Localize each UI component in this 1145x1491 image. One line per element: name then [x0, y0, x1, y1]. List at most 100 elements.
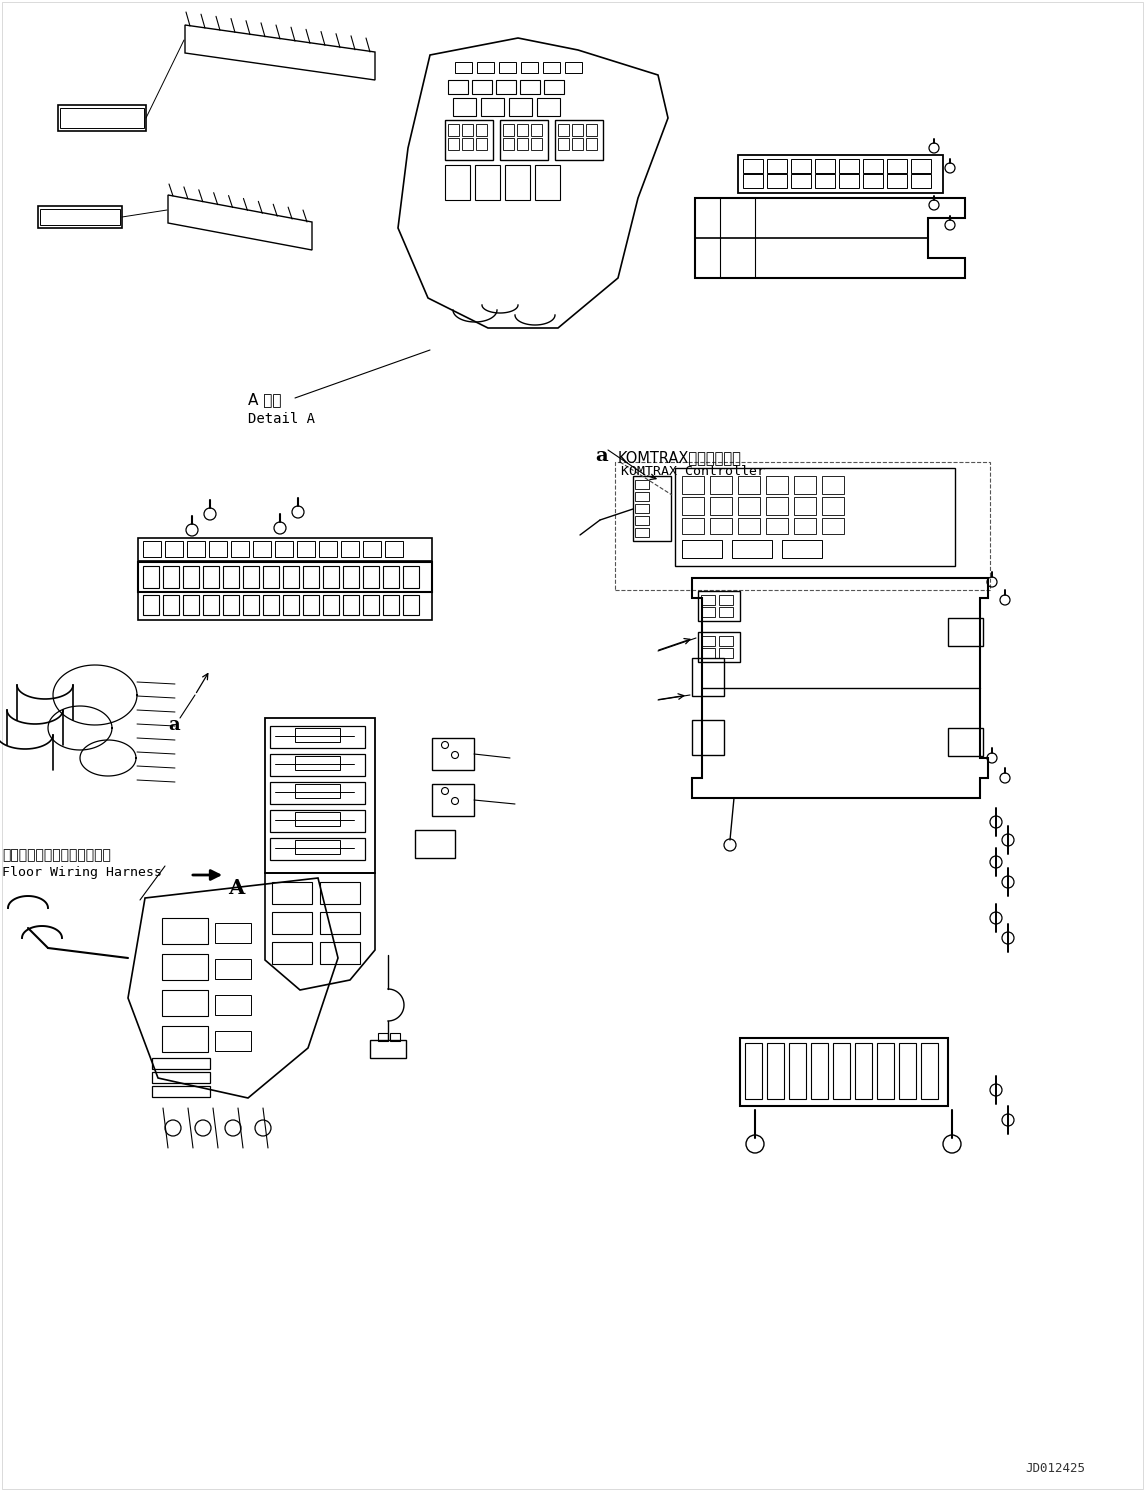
Bar — [453, 98, 476, 116]
Bar — [766, 517, 788, 534]
Bar — [739, 517, 760, 534]
Bar — [243, 567, 259, 587]
Bar — [223, 567, 239, 587]
Bar — [270, 754, 365, 775]
Bar — [253, 541, 271, 558]
Bar — [521, 63, 538, 73]
Bar — [414, 830, 455, 857]
Bar — [475, 166, 500, 200]
Bar — [165, 541, 183, 558]
Bar — [161, 918, 208, 944]
Bar — [344, 595, 360, 614]
Bar — [243, 595, 259, 614]
Bar — [698, 632, 740, 662]
Bar — [382, 567, 398, 587]
Bar — [295, 784, 340, 798]
Bar — [448, 81, 468, 94]
Bar — [448, 139, 459, 151]
Bar — [323, 567, 339, 587]
Bar — [531, 139, 542, 151]
Bar — [701, 607, 714, 617]
Bar — [283, 595, 299, 614]
Bar — [163, 567, 179, 587]
Bar — [811, 1044, 828, 1099]
Bar — [344, 567, 360, 587]
Bar — [537, 98, 560, 116]
Bar — [461, 124, 473, 136]
Bar — [231, 541, 248, 558]
Bar — [767, 1044, 784, 1099]
Bar — [822, 476, 844, 494]
Bar — [911, 160, 931, 173]
Bar — [822, 517, 844, 534]
Bar — [143, 595, 159, 614]
Bar — [448, 124, 459, 136]
Bar — [815, 160, 835, 173]
Bar — [510, 98, 532, 116]
Bar — [887, 160, 907, 173]
Bar — [295, 813, 340, 826]
Bar — [635, 480, 649, 489]
Bar — [543, 63, 560, 73]
Bar — [692, 720, 724, 754]
Bar — [692, 658, 724, 696]
Bar — [183, 567, 199, 587]
Bar — [303, 595, 319, 614]
Text: Detail A: Detail A — [248, 412, 315, 426]
Bar — [531, 124, 542, 136]
Bar — [303, 567, 319, 587]
Bar — [701, 637, 714, 646]
Bar — [544, 81, 564, 94]
Bar — [363, 567, 379, 587]
Bar — [767, 160, 787, 173]
Bar — [363, 595, 379, 614]
Bar — [472, 81, 492, 94]
Bar — [701, 649, 714, 658]
Bar — [839, 160, 859, 173]
Bar — [499, 63, 516, 73]
Bar — [572, 124, 583, 136]
Bar — [295, 839, 340, 854]
Bar — [297, 541, 315, 558]
Bar — [564, 63, 582, 73]
Bar — [791, 174, 811, 188]
Bar — [572, 139, 583, 151]
Bar — [739, 497, 760, 514]
Bar — [789, 1044, 806, 1099]
Bar — [899, 1044, 916, 1099]
Bar — [432, 784, 474, 816]
Bar — [295, 728, 340, 743]
Bar — [295, 756, 340, 769]
Bar — [263, 595, 279, 614]
Bar — [183, 595, 199, 614]
Bar — [791, 160, 811, 173]
Bar — [710, 517, 732, 534]
Bar — [766, 476, 788, 494]
Bar — [270, 838, 365, 860]
Text: A 詳細: A 詳細 — [248, 392, 282, 407]
Bar — [535, 166, 560, 200]
Bar — [682, 497, 704, 514]
Bar — [273, 912, 311, 933]
Bar — [390, 1033, 400, 1041]
Bar — [719, 595, 733, 605]
Bar — [767, 174, 787, 188]
Bar — [403, 567, 419, 587]
Bar — [782, 540, 822, 558]
Bar — [518, 139, 528, 151]
Bar — [855, 1044, 872, 1099]
Bar — [911, 174, 931, 188]
Bar — [822, 497, 844, 514]
Bar — [215, 959, 251, 980]
Bar — [558, 139, 569, 151]
Bar — [682, 476, 704, 494]
Bar — [477, 63, 493, 73]
Bar — [743, 160, 763, 173]
Bar — [152, 1072, 210, 1082]
Bar — [275, 541, 293, 558]
Bar — [270, 781, 365, 804]
Bar — [481, 98, 504, 116]
Bar — [793, 476, 816, 494]
Bar — [476, 139, 487, 151]
Bar — [152, 1085, 210, 1097]
